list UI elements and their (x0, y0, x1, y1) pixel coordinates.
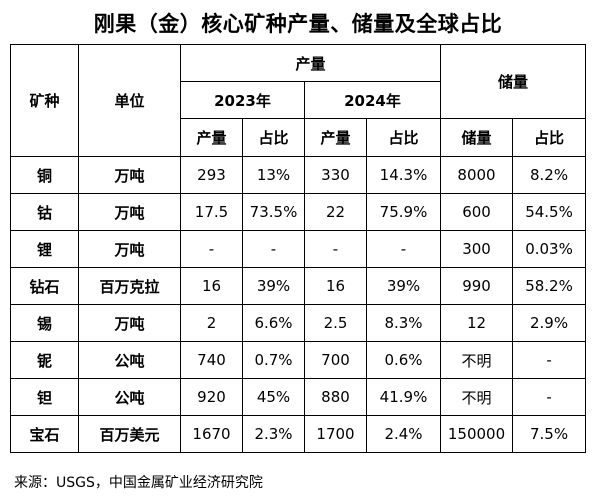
cell-reserve: 990 (440, 267, 514, 305)
cell-share-2023: 0.7% (242, 341, 305, 379)
cell-reserve: 不明 (440, 341, 514, 379)
cell-mineral: 锂 (10, 230, 79, 268)
cell-unit: 万吨 (78, 230, 181, 268)
cell-reserve-share: 0.03% (512, 230, 587, 268)
cell-prod-2023: 1670 (180, 415, 243, 453)
cell-reserve-share: 54.5% (512, 193, 587, 231)
cell-share-2024: 14.3% (365, 156, 442, 194)
cell-mineral: 锡 (10, 304, 79, 342)
cell-reserve: 300 (440, 230, 514, 268)
cell-prod-2024: 2.5 (304, 304, 367, 342)
cell-unit: 万吨 (78, 193, 181, 231)
cell-prod-2023: 293 (180, 156, 243, 194)
cell-mineral: 铌 (10, 341, 79, 379)
cell-mineral: 钴 (10, 193, 79, 231)
cell-reserve-share: 7.5% (512, 415, 587, 453)
cell-reserve: 150000 (440, 415, 514, 453)
header-reserve-share: 占比 (512, 118, 587, 157)
cell-prod-2024: 1700 (304, 415, 367, 453)
cell-reserve: 8000 (440, 156, 514, 194)
header-row-3: 产量 占比 产量 占比 储量 占比 (11, 118, 587, 157)
cell-prod-2023: - (180, 230, 243, 268)
header-reserves: 储量 (440, 44, 587, 119)
cell-reserve-share: - (512, 341, 587, 379)
table-row: 锂万吨 - - - -300 0.03% (10, 230, 587, 268)
cell-prod-2024: 700 (304, 341, 367, 379)
cell-share-2024: 41.9% (365, 378, 442, 416)
source-note: 来源：USGS，中国金属矿业经济研究院 (14, 475, 263, 491)
table-title: 刚果（金）核心矿种产量、储量及全球占比 (93, 12, 503, 36)
header-prod-2024: 产量 (304, 118, 367, 157)
cell-prod-2023: 17.5 (180, 193, 243, 231)
cell-reserve: 12 (440, 304, 514, 342)
cell-unit: 百万美元 (78, 415, 181, 453)
cell-share-2023: 45% (242, 378, 305, 416)
cell-share-2023: 73.5% (242, 193, 305, 231)
mineral-table: 矿种 单位 产量 储量 2023年 2024年 产量 占比 产量 占比 储量 占… (10, 44, 587, 453)
cell-reserve-share: - (512, 378, 587, 416)
cell-reserve-share: 58.2% (512, 267, 587, 305)
cell-prod-2024: - (304, 230, 367, 268)
cell-prod-2023: 740 (180, 341, 243, 379)
cell-prod-2023: 2 (180, 304, 243, 342)
cell-share-2024: 2.4% (365, 415, 442, 453)
cell-prod-2023: 920 (180, 378, 243, 416)
cell-share-2023: 39% (242, 267, 305, 305)
header-year-2023: 2023年 (180, 81, 305, 119)
table-row: 钴万吨 17.5 73.5% 22 75.9% 600 54.5% (10, 193, 587, 231)
table-row: 钻石 百万克拉 16 39% 16 39% 990 58.2% (10, 267, 587, 305)
cell-share-2023: 13% (242, 156, 305, 194)
cell-unit: 万吨 (78, 156, 181, 194)
cell-prod-2024: 16 (304, 267, 367, 305)
cell-share-2023: 6.6% (242, 304, 305, 342)
header-unit: 单位 (78, 44, 181, 157)
cell-share-2023: - (242, 230, 305, 268)
cell-reserve-share: 8.2% (512, 156, 587, 194)
header-share-2024: 占比 (365, 118, 442, 157)
cell-share-2023: 2.3% (242, 415, 305, 453)
table-row: 宝石 百万美元 1670 2.3% 1700 2.4% 150000 7.5% (10, 415, 587, 453)
header-year-2024: 2024年 (303, 81, 442, 119)
header-row-1: 矿种 单位 产量 储量 (10, 44, 587, 157)
header-row-2: 2023年 2024年 (11, 81, 586, 119)
cell-prod-2024: 22 (304, 193, 367, 231)
header-reserve: 储量 (440, 118, 514, 157)
cell-share-2024: - (365, 230, 442, 268)
table-row: 锡万吨 2 6.6% 2.5 8.3% 12 2.9% (10, 304, 587, 342)
cell-mineral: 钻石 (10, 267, 79, 305)
cell-share-2024: 0.6% (365, 341, 442, 379)
cell-reserve: 不明 (440, 378, 514, 416)
table-row: 铌公吨 740 0.7% 700 0.6% 不明 - (10, 341, 587, 379)
cell-prod-2024: 880 (304, 378, 367, 416)
cell-unit: 公吨 (78, 341, 181, 379)
header-mineral: 矿种 (10, 44, 79, 157)
cell-share-2024: 8.3% (365, 304, 442, 342)
header-production: 产量 (179, 44, 442, 82)
cell-prod-2023: 16 (180, 267, 243, 305)
cell-reserve-share: 2.9% (512, 304, 587, 342)
cell-mineral: 钽 (10, 378, 79, 416)
cell-mineral: 宝石 (10, 415, 79, 453)
cell-prod-2024: 330 (304, 156, 367, 194)
cell-reserve: 600 (440, 193, 514, 231)
table-body: 铜万吨 293 13% 330 14.3% 8000 8.2% 钴万吨 17.5 73.5% 22 7… (10, 156, 587, 453)
cell-unit: 公吨 (78, 378, 181, 416)
cell-mineral: 铜 (10, 156, 79, 194)
cell-share-2024: 39% (365, 267, 442, 305)
header-share-2023: 占比 (242, 118, 305, 157)
header-prod-2023: 产量 (180, 118, 243, 157)
cell-unit: 万吨 (78, 304, 181, 342)
table-row: 钽公吨 920 45% 880 41.9% 不明 - (10, 378, 587, 416)
cell-unit: 百万克拉 (78, 267, 181, 305)
table-row: 铜万吨 293 13% 330 14.3% 8000 8.2% (10, 156, 587, 194)
cell-share-2024: 75.9% (365, 193, 442, 231)
